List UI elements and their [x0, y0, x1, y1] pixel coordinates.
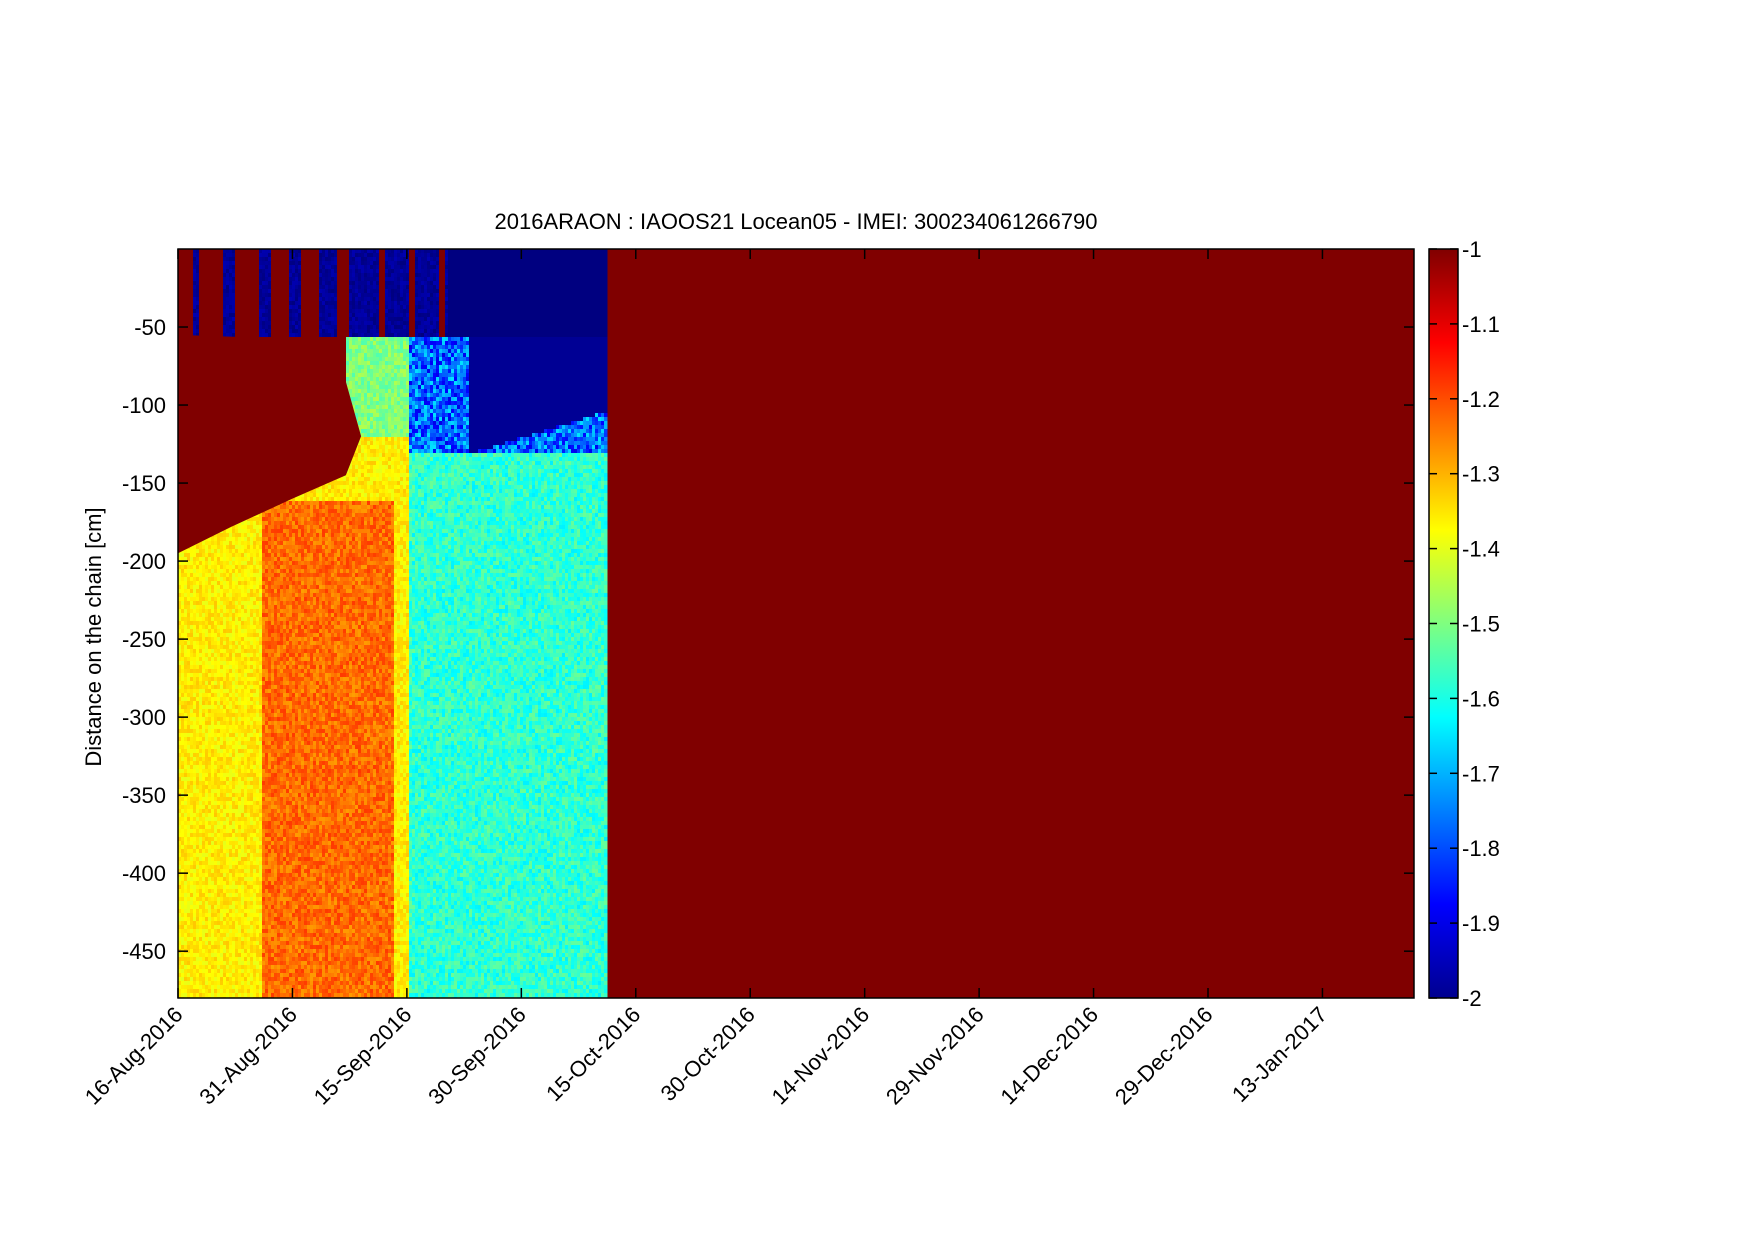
x-tick-label: 15-Sep-2016 [309, 1002, 417, 1110]
x-tick-label: 30-Oct-2016 [656, 1002, 760, 1106]
x-tick-label: 15-Oct-2016 [541, 1002, 645, 1106]
x-tick-label: 14-Dec-2016 [995, 1002, 1103, 1110]
colorbar-tick-label: -1.1 [1462, 312, 1500, 337]
y-tick-label: -250 [122, 627, 166, 652]
x-tick-label: 14-Nov-2016 [767, 1002, 875, 1110]
y-axis-title: Distance on the chain [cm] [81, 507, 106, 766]
y-tick-label: -100 [122, 393, 166, 418]
colorbar-tick-label: -2 [1462, 986, 1482, 1011]
y-tick-label: -200 [122, 549, 166, 574]
colorbar-tick-label: -1.8 [1462, 836, 1500, 861]
y-tick-label: -150 [122, 471, 166, 496]
colorbar-tick-label: -1.6 [1462, 686, 1500, 711]
x-tick-label: 29-Dec-2016 [1110, 1002, 1218, 1110]
x-tick-label: 30-Sep-2016 [423, 1002, 531, 1110]
x-tick-label: 29-Nov-2016 [881, 1002, 989, 1110]
colorbar-tick-label: -1.5 [1462, 612, 1500, 637]
x-tick-label: 31-Aug-2016 [194, 1002, 302, 1110]
y-tick-label: -400 [122, 861, 166, 886]
y-tick-label: -450 [122, 939, 166, 964]
colorbar-tick-label: -1.9 [1462, 911, 1500, 936]
colorbar-tick-label: -1 [1462, 237, 1482, 262]
colorbar-tick-label: -1.3 [1462, 462, 1500, 487]
y-tick-label: -350 [122, 783, 166, 808]
x-tick-label: 16-Aug-2016 [80, 1002, 188, 1110]
heatmap-field [178, 249, 1414, 1002]
colorbar-tick-label: -1.2 [1462, 387, 1500, 412]
y-tick-label: -50 [134, 315, 166, 340]
colorbar-tick-label: -1.7 [1462, 761, 1500, 786]
colorbar-tick-label: -1.4 [1462, 537, 1500, 562]
chart-title: 2016ARAON : IAOOS21 Locean05 - IMEI: 300… [495, 209, 1098, 234]
x-tick-label: 13-Jan-2017 [1227, 1002, 1332, 1107]
colorbar: -1 -1.1 -1.2 -1.3 -1.4 -1.5 -1.6 -1.7 -1.8 -1.9 -2 [1429, 237, 1500, 1011]
y-tick-label: -300 [122, 705, 166, 730]
